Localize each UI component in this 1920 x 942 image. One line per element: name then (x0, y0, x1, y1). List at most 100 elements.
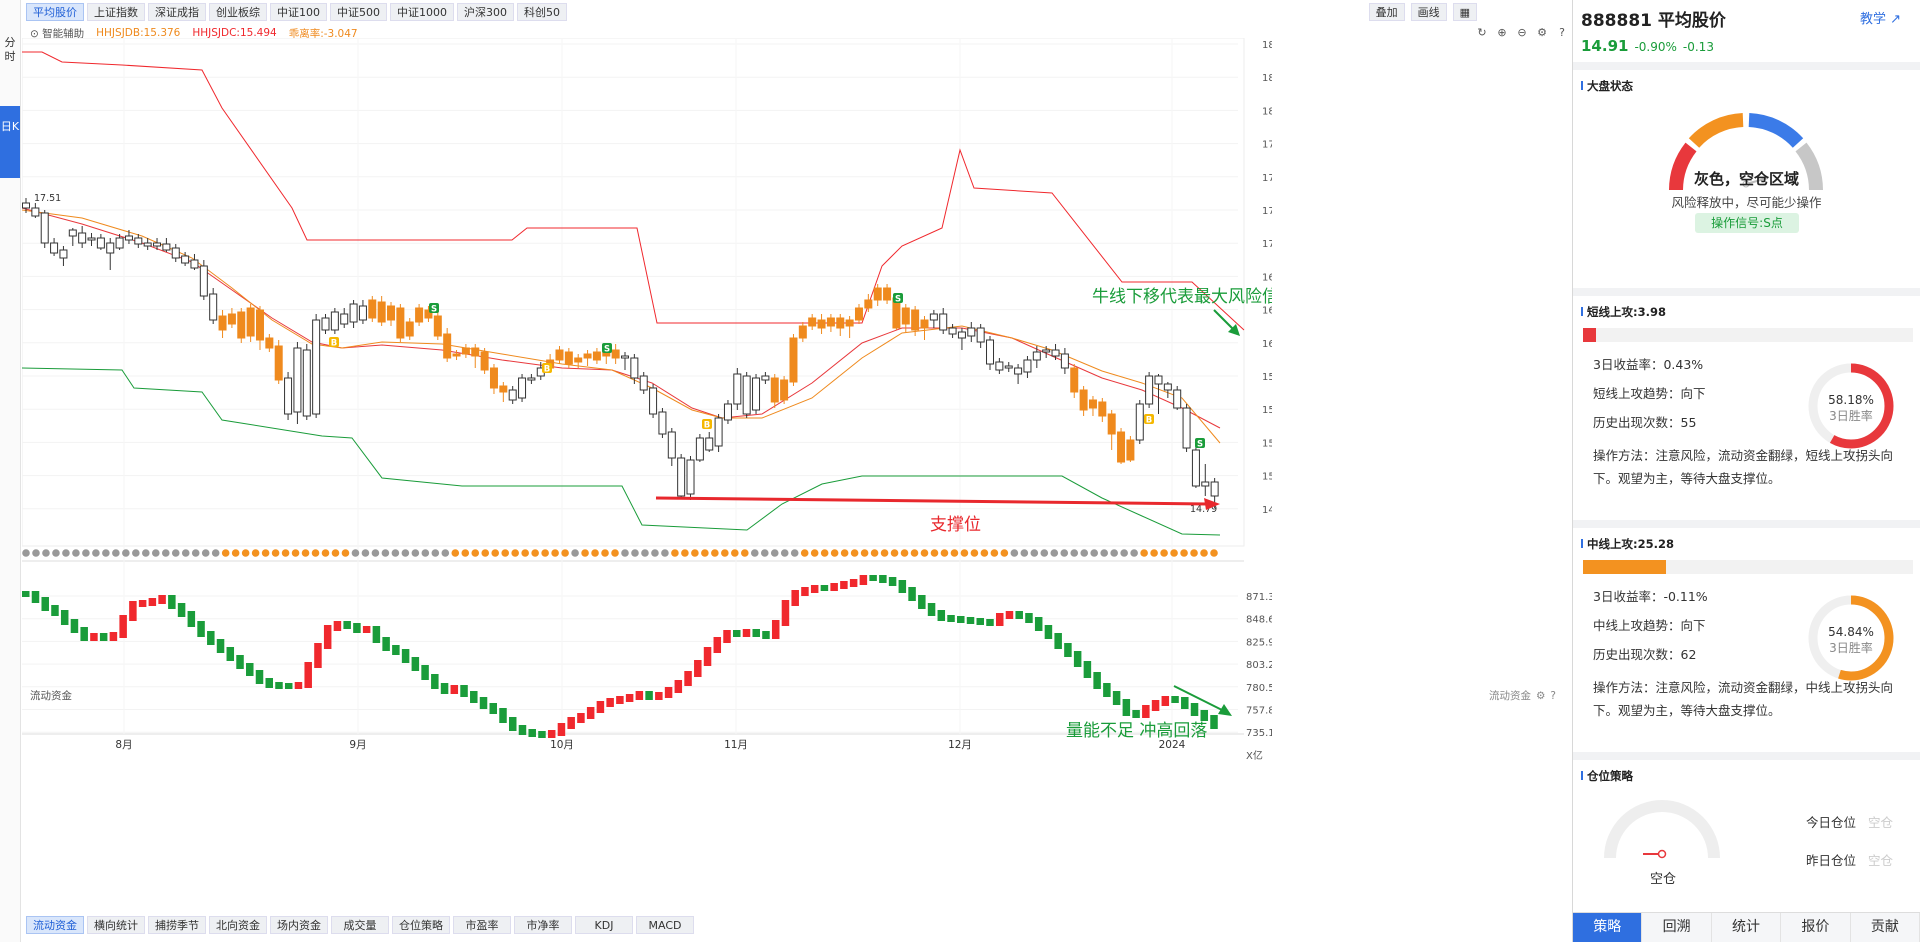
status-dot (1190, 549, 1198, 557)
period-daily-k[interactable]: 日K (0, 106, 20, 178)
tab-kc50[interactable]: 科创50 (517, 3, 567, 21)
flow-block (421, 665, 429, 680)
status-dot (711, 549, 719, 557)
signal-marker-label: B (1146, 416, 1152, 426)
candle-body (798, 325, 807, 339)
flow-block (1200, 710, 1209, 721)
bull-signal-arrowhead (1228, 324, 1240, 336)
flow-block (879, 575, 887, 583)
teach-link[interactable]: 教学 ↗ (1859, 12, 1901, 27)
nav-stats[interactable]: 统计 (1712, 913, 1782, 942)
tab-sh-index[interactable]: 上证指数 (87, 3, 145, 21)
flow-block (70, 619, 79, 633)
bull-signal-label: 牛线下移代表最大风险信号 (1092, 287, 1272, 307)
help-icon[interactable]: ? (1559, 26, 1565, 39)
price-axis-label: 18.87 (1262, 40, 1272, 51)
status-dot (112, 549, 120, 557)
kline-chart[interactable]: 18.87 18.57 18.28 17.99 17.70 17.41 17.12 16.83… (22, 38, 1272, 910)
flow-block (791, 590, 799, 606)
tab-zz500[interactable]: 中证500 (330, 3, 387, 21)
nav-strategy[interactable]: 策略 (1573, 913, 1643, 942)
flow-block (1093, 672, 1101, 689)
status-dot (511, 549, 519, 557)
tab-cyb[interactable]: 创业板综 (209, 3, 267, 21)
ma-orange-line (22, 209, 1221, 444)
overlay-button[interactable]: 叠加 (1368, 3, 1405, 21)
quote-change: -0.13 (1682, 40, 1714, 54)
tab-northbound[interactable]: 北向资金 (209, 916, 267, 934)
tab-pb[interactable]: 市净率 (514, 916, 572, 934)
status-dot (651, 549, 659, 557)
draw-line-button[interactable]: 画线 (1410, 3, 1447, 21)
gauge-needle (1745, 177, 1769, 185)
mid-attack-title: 中线上攻:25.28 (1573, 528, 1920, 552)
price-axis-label: 17.70 (1262, 173, 1272, 184)
tab-sz-index[interactable]: 深证成指 (148, 3, 206, 21)
flow-block (177, 603, 186, 617)
flow-block (840, 581, 848, 589)
candle-body (995, 361, 1004, 371)
price-axis-label: 15.96 (1262, 372, 1272, 383)
nav-quote[interactable]: 报价 (1781, 913, 1851, 942)
zoom-in-icon[interactable]: ⊕ (1497, 26, 1507, 39)
candle-body (948, 327, 957, 335)
tab-hs300[interactable]: 沪深300 (457, 3, 514, 21)
short-return: 3日收益率：0.43% (1593, 357, 1704, 372)
tab-avg-price[interactable]: 平均股价 (26, 3, 84, 21)
candle-body (321, 317, 330, 331)
status-dot (860, 549, 869, 557)
tab-zz100[interactable]: 中证100 (270, 3, 327, 21)
indicator-c: 乖离率:-3.047 (288, 27, 358, 40)
flow-block (372, 626, 381, 643)
candle-body (1060, 353, 1069, 369)
tab-volume[interactable]: 成交量 (331, 916, 389, 934)
flow-block (431, 674, 439, 689)
status-dot (631, 549, 639, 557)
status-dot (1000, 549, 1009, 557)
tab-onfloor[interactable]: 场内资金 (270, 916, 328, 934)
index-tabs: 平均股价 上证指数 深证成指 创业板综 中证100 中证500 中证1000 沪… (26, 3, 570, 21)
flow-block (80, 627, 88, 641)
candle-body (452, 353, 461, 357)
status-dot (461, 549, 470, 557)
flow-block (51, 605, 59, 616)
period-intraday[interactable]: 分时 (4, 36, 16, 63)
candle-body (1107, 413, 1116, 435)
tab-zz1000[interactable]: 中证1000 (390, 3, 454, 21)
flow-block (703, 647, 712, 666)
candle-body (1088, 399, 1097, 409)
reset-icon[interactable]: ↻ (1477, 26, 1487, 39)
settings-icon[interactable]: ⚙ (1537, 26, 1547, 39)
tab-liquidity[interactable]: 流动资金 (26, 916, 84, 934)
flow-block (109, 632, 118, 641)
position-state: 空仓 (1649, 872, 1676, 887)
flow-block (187, 611, 196, 627)
nav-backtest[interactable]: 回溯 (1642, 913, 1712, 942)
price-axis-label: 15.37 (1262, 438, 1272, 449)
flow-block (733, 630, 741, 637)
candle-body (246, 307, 255, 337)
nav-contribution[interactable]: 贡献 (1851, 913, 1920, 942)
sub-settings-icon[interactable]: ⚙ (1536, 689, 1546, 702)
status-dot (810, 549, 819, 557)
volume-note-arrow (1173, 685, 1223, 711)
status-dot (1140, 549, 1148, 557)
tab-position[interactable]: 仓位策略 (392, 916, 450, 934)
tab-kdj[interactable]: KDJ (575, 916, 633, 934)
tab-macd[interactable]: MACD (636, 916, 694, 934)
tab-pe[interactable]: 市盈率 (453, 916, 511, 934)
tab-fishing[interactable]: 捕捞季节 (148, 916, 206, 934)
flow-block (986, 619, 994, 626)
grid-icon[interactable]: ▦ (1452, 3, 1477, 21)
candle-body (134, 237, 143, 245)
sub-help-icon[interactable]: ? (1550, 689, 1556, 702)
flow-block (1064, 643, 1072, 657)
candle-body (181, 255, 190, 264)
tab-horizontal[interactable]: 横向统计 (87, 916, 145, 934)
assist-toggle[interactable]: ⊙ 智能辅助 (30, 27, 85, 40)
zoom-out-icon[interactable]: ⊖ (1517, 26, 1527, 39)
status-dot (1040, 549, 1049, 557)
market-state-section: 大盘状态 灰色，空仓区域 风险释放中，尽可能少操作 操作信号:S点 (1573, 62, 1920, 288)
candle-body (340, 313, 349, 325)
status-dot (731, 549, 739, 557)
